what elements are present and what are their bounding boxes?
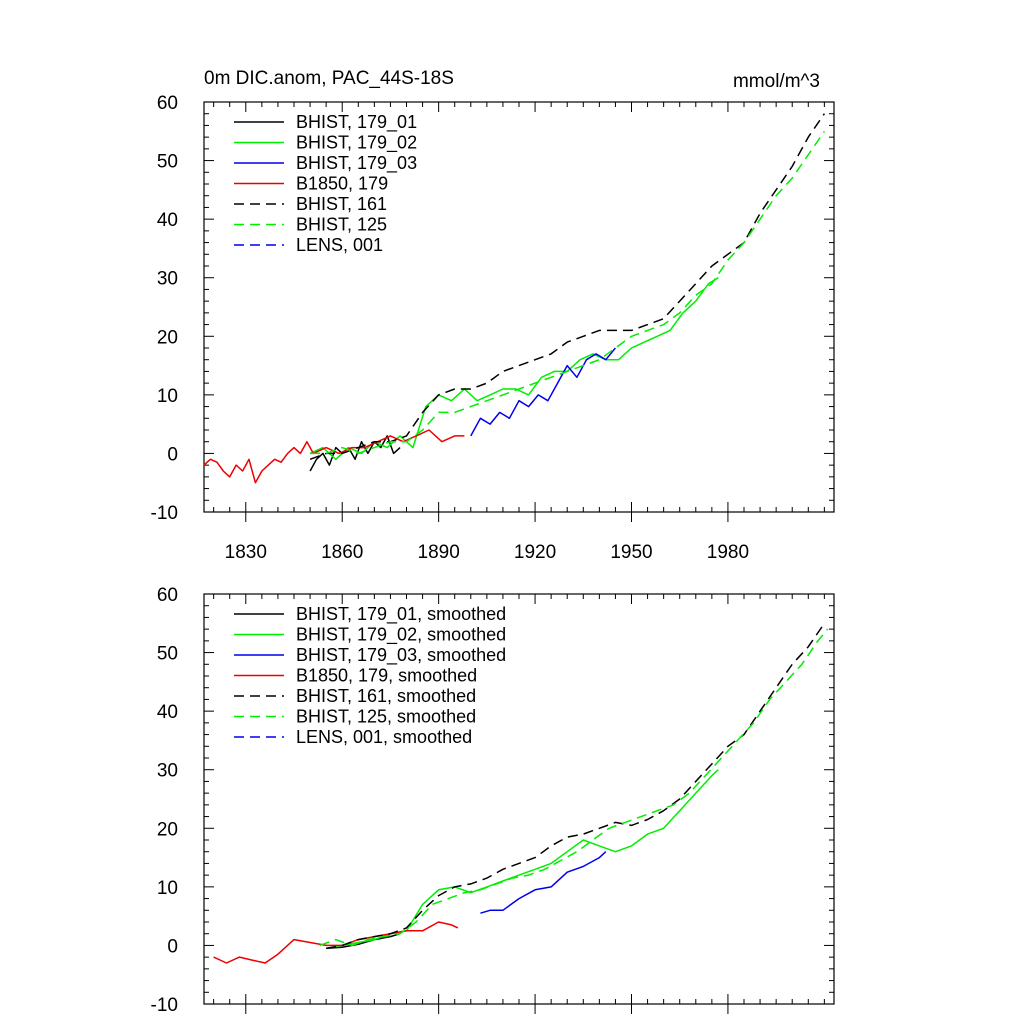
legend-label: BHIST, 179_01, smoothed bbox=[296, 604, 506, 625]
y-tick-label: 40 bbox=[157, 210, 178, 231]
y-tick-label: 20 bbox=[157, 819, 178, 840]
series-line-3 bbox=[213, 921, 459, 964]
x-tick-label: 1950 bbox=[610, 542, 652, 563]
y-tick-label: 50 bbox=[157, 152, 178, 173]
y-tick-label: 0 bbox=[167, 444, 178, 465]
legend-label: B1850, 179 bbox=[296, 174, 388, 194]
series-line-2 bbox=[470, 347, 616, 437]
series-line-0 bbox=[309, 435, 401, 472]
legend-label: LENS, 001, smoothed bbox=[296, 727, 472, 747]
y-tick-label: 20 bbox=[157, 327, 178, 348]
legend-label: BHIST, 125, smoothed bbox=[296, 707, 476, 727]
y-tick-label: 40 bbox=[157, 702, 178, 723]
y-tick-label: 10 bbox=[157, 878, 178, 899]
top-panel: -10 0 10 20 30 40 50 60 1830 1860 1890 1920 1950 1980… bbox=[151, 93, 835, 563]
legend-label: BHIST, 179_02, smoothed bbox=[296, 625, 506, 646]
series-line-5 bbox=[319, 628, 829, 947]
legend-label: BHIST, 179_03 bbox=[296, 153, 417, 174]
legend-label: LENS, 001 bbox=[296, 235, 383, 255]
y-tick-label: 60 bbox=[157, 585, 178, 606]
legend-label: BHIST, 161, smoothed bbox=[296, 686, 476, 706]
x-tick-label: 1980 bbox=[707, 542, 749, 563]
series-line-0 bbox=[326, 932, 401, 950]
legend-label: BHIST, 161 bbox=[296, 194, 387, 214]
y-tick-label: 10 bbox=[157, 386, 178, 407]
y-tick-label: 50 bbox=[157, 644, 178, 665]
series-line-1 bbox=[309, 277, 719, 461]
y-tick-label: -10 bbox=[151, 995, 178, 1016]
x-tick-label: 1860 bbox=[321, 542, 363, 563]
legend-label: BHIST, 179_02 bbox=[296, 133, 417, 154]
series-line-3 bbox=[203, 429, 465, 484]
legend-label: BHIST, 125 bbox=[296, 215, 387, 235]
series-line-5 bbox=[310, 130, 826, 455]
y-tick-label: -10 bbox=[151, 503, 178, 524]
x-tick-label: 1920 bbox=[514, 542, 556, 563]
units-label: mmol/m^3 bbox=[733, 71, 820, 92]
y-tick-label: 0 bbox=[167, 936, 178, 957]
legend-label: BHIST, 179_01 bbox=[296, 112, 417, 133]
y-tick-label: 60 bbox=[157, 93, 178, 114]
series-line-4 bbox=[309, 113, 826, 461]
legend-label: B1850, 179, smoothed bbox=[296, 666, 477, 686]
series-line-2 bbox=[480, 851, 607, 914]
x-tick-label: 1890 bbox=[418, 542, 460, 563]
x-tick-label: 1830 bbox=[225, 542, 267, 563]
y-tick-label: 30 bbox=[157, 761, 178, 782]
y-tick-label: 30 bbox=[157, 269, 178, 290]
legend-label: BHIST, 179_03, smoothed bbox=[296, 645, 506, 666]
chart-title: 0m DIC.anom, PAC_44S-18S bbox=[204, 68, 454, 89]
series-line-1 bbox=[325, 769, 719, 950]
